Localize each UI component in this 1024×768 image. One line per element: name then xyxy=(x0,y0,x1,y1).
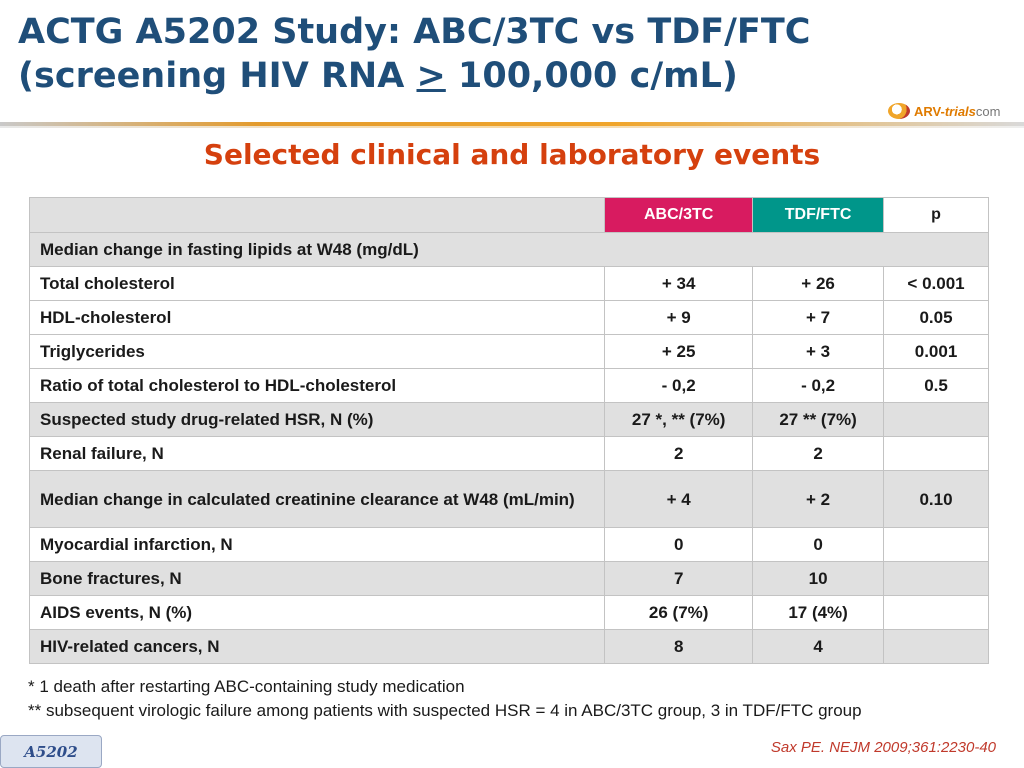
abc-value: 7 xyxy=(604,561,754,596)
row-label: Bone fractures, N xyxy=(28,561,606,596)
abc-value: 27 *, ** (7%) xyxy=(604,402,754,437)
tdf-value: 0 xyxy=(752,527,885,562)
table-row: Total cholesterol + 34 + 26 < 0.001 xyxy=(28,266,989,301)
row-label: Ratio of total cholesterol to HDL-choles… xyxy=(28,368,606,403)
p-value xyxy=(883,402,989,437)
section-label-lipids: Median change in fasting lipids at W48 (… xyxy=(29,232,989,267)
table-row: Myocardial infarction, N 0 0 xyxy=(28,527,989,562)
citation-reference: Sax PE. NEJM 2009;361:2230-40 xyxy=(770,739,996,756)
p-value: 0.001 xyxy=(883,334,989,369)
abc-value: + 9 xyxy=(604,300,754,335)
header-tdf-ftc: TDF/FTC xyxy=(752,197,885,233)
abc-value: + 25 xyxy=(604,334,754,369)
title-line-1: ACTG A5202 Study: ABC/3TC vs TDF/FTC xyxy=(18,12,811,52)
p-value xyxy=(883,436,989,471)
table-row: HIV-related cancers, N 8 4 xyxy=(28,629,989,664)
tdf-value: - 0,2 xyxy=(752,368,885,403)
p-value xyxy=(883,595,989,630)
title-line-2: (screening HIV RNA > 100,000 c/mL) xyxy=(18,54,878,98)
p-value: 0.05 xyxy=(883,300,989,335)
tdf-value: + 2 xyxy=(752,470,885,528)
p-value: 0.5 xyxy=(883,368,989,403)
tdf-value: 27 ** (7%) xyxy=(752,402,885,437)
table-header-row: ABC/3TC TDF/FTC p xyxy=(28,197,989,233)
table-row: Triglycerides + 25 + 3 0.001 xyxy=(28,334,989,369)
footnotes: * 1 death after restarting ABC-containin… xyxy=(28,675,862,723)
title-line-2-suffix: 100,000 c/mL) xyxy=(445,56,738,96)
row-label: Triglycerides xyxy=(28,334,606,369)
header-divider xyxy=(0,122,1024,126)
study-badge: A5202 xyxy=(0,735,102,768)
p-value xyxy=(883,629,989,664)
abc-value: 2 xyxy=(604,436,754,471)
greater-equal-symbol: > xyxy=(416,56,446,96)
abc-value: 26 (7%) xyxy=(604,595,754,630)
p-value: < 0.001 xyxy=(883,266,989,301)
footnote-1: * 1 death after restarting ABC-containin… xyxy=(28,677,465,696)
logo-text-part-1: ARV- xyxy=(914,103,945,119)
table-row: Median change in fasting lipids at W48 (… xyxy=(29,232,989,267)
header-blank-cell xyxy=(28,197,606,233)
table-row: Bone fractures, N 7 10 xyxy=(28,561,989,596)
row-label: Renal failure, N xyxy=(28,436,606,471)
title-line-2-prefix: (screening HIV RNA xyxy=(18,56,417,96)
row-label: Myocardial infarction, N xyxy=(28,527,606,562)
p-value xyxy=(883,561,989,596)
events-table: ABC/3TC TDF/FTC p Median change in fasti… xyxy=(28,197,989,664)
slide-subtitle: Selected clinical and laboratory events xyxy=(203,138,821,171)
header-divider-shadow xyxy=(0,126,1024,128)
table-row: Ratio of total cholesterol to HDL-choles… xyxy=(28,368,989,403)
table-row: Median change in calculated creatinine c… xyxy=(28,470,989,528)
logo-text-part-2: trials xyxy=(944,103,976,119)
p-value: 0.10 xyxy=(883,470,989,528)
abc-value: + 34 xyxy=(604,266,754,301)
header-p-value: p xyxy=(883,197,989,233)
footnote-2: ** subsequent virologic failure among pa… xyxy=(28,701,862,720)
tdf-value: 2 xyxy=(752,436,885,471)
header-abc-3tc: ABC/3TC xyxy=(604,197,754,233)
abc-value: - 0,2 xyxy=(604,368,754,403)
row-label: AIDS events, N (%) xyxy=(28,595,606,630)
row-label: Suspected study drug-related HSR, N (%) xyxy=(28,402,606,437)
arv-trials-logo: ARV-trialscom xyxy=(888,100,1000,122)
tdf-value: 17 (4%) xyxy=(752,595,885,630)
row-label: HDL-cholesterol xyxy=(28,300,606,335)
row-label: Median change in calculated creatinine c… xyxy=(28,470,606,528)
tdf-value: 10 xyxy=(752,561,885,596)
row-label: Total cholesterol xyxy=(28,266,606,301)
tdf-value: 4 xyxy=(752,629,885,664)
tdf-value: + 7 xyxy=(752,300,885,335)
abc-value: 0 xyxy=(604,527,754,562)
abc-value: + 4 xyxy=(604,470,754,528)
slide-title: ACTG A5202 Study: ABC/3TC vs TDF/FTC (sc… xyxy=(18,10,878,98)
logo-text: ARV-trialscom xyxy=(914,104,1000,119)
tdf-value: + 26 xyxy=(752,266,885,301)
logo-text-part-3: com xyxy=(975,103,1001,119)
abc-value: 8 xyxy=(604,629,754,664)
row-label: HIV-related cancers, N xyxy=(28,629,606,664)
table-row: HDL-cholesterol + 9 + 7 0.05 xyxy=(28,300,989,335)
tdf-value: + 3 xyxy=(752,334,885,369)
table-row: AIDS events, N (%) 26 (7%) 17 (4%) xyxy=(28,595,989,630)
table-row: Suspected study drug-related HSR, N (%) … xyxy=(28,402,989,437)
logo-icon xyxy=(888,103,910,119)
p-value xyxy=(883,527,989,562)
table-row: Renal failure, N 2 2 xyxy=(28,436,989,471)
